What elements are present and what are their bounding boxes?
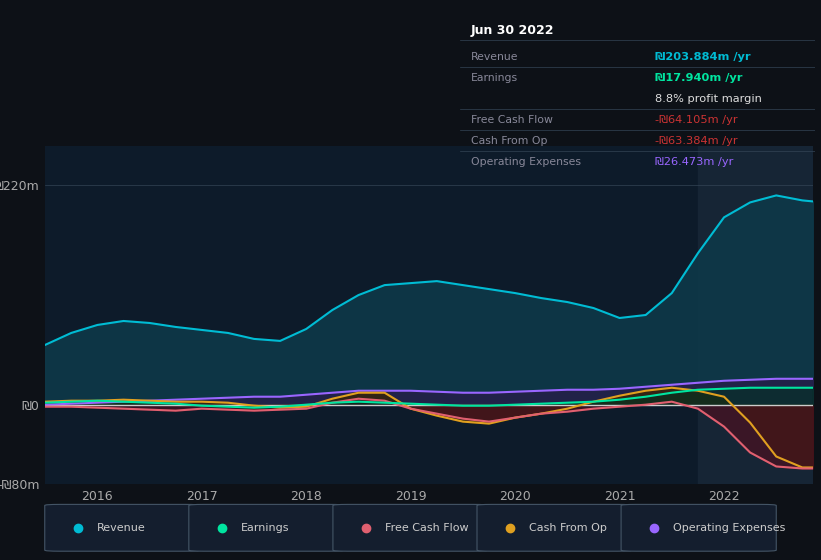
Text: -₪63.384m /yr: -₪63.384m /yr bbox=[655, 136, 738, 146]
Text: Cash From Op: Cash From Op bbox=[529, 523, 607, 533]
FancyBboxPatch shape bbox=[477, 505, 632, 551]
Text: Revenue: Revenue bbox=[97, 523, 145, 533]
FancyBboxPatch shape bbox=[189, 505, 344, 551]
FancyBboxPatch shape bbox=[44, 505, 200, 551]
Text: ₪203.884m /yr: ₪203.884m /yr bbox=[655, 52, 751, 62]
Text: Earnings: Earnings bbox=[470, 73, 518, 83]
Text: ₪17.940m /yr: ₪17.940m /yr bbox=[655, 73, 743, 83]
Bar bbox=[698, 146, 813, 484]
Text: Free Cash Flow: Free Cash Flow bbox=[385, 523, 468, 533]
Text: ₪26.473m /yr: ₪26.473m /yr bbox=[655, 157, 734, 166]
Text: Operating Expenses: Operating Expenses bbox=[673, 523, 785, 533]
Text: -₪64.105m /yr: -₪64.105m /yr bbox=[655, 115, 738, 125]
Text: Free Cash Flow: Free Cash Flow bbox=[470, 115, 553, 125]
FancyBboxPatch shape bbox=[621, 505, 777, 551]
Text: Cash From Op: Cash From Op bbox=[470, 136, 547, 146]
Text: 8.8% profit margin: 8.8% profit margin bbox=[655, 94, 762, 104]
Text: Earnings: Earnings bbox=[241, 523, 289, 533]
Text: Revenue: Revenue bbox=[470, 52, 518, 62]
Text: Jun 30 2022: Jun 30 2022 bbox=[470, 24, 554, 37]
Text: Operating Expenses: Operating Expenses bbox=[470, 157, 580, 166]
FancyBboxPatch shape bbox=[333, 505, 488, 551]
